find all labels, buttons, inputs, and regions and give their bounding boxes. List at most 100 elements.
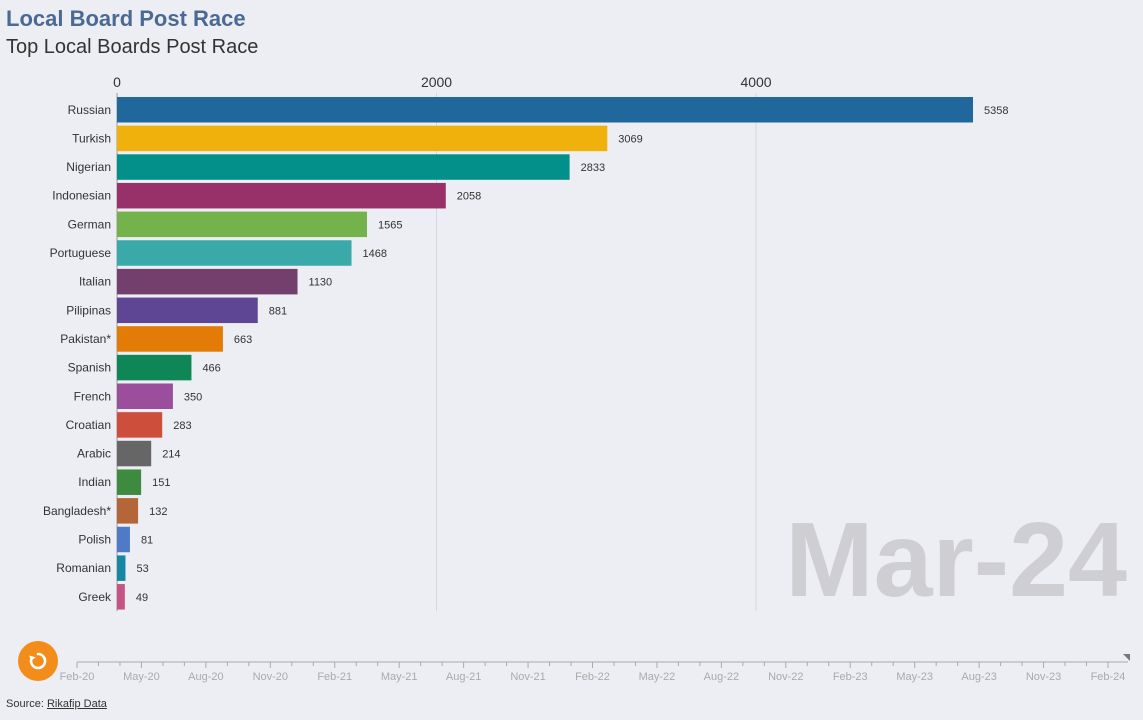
category-label: Greek [78,590,112,604]
chart-title: Local Board Post Race [6,6,246,31]
bar [117,469,142,495]
chart-subtitle: Top Local Boards Post Race [6,36,259,58]
bar-row: Croatian 283 [66,412,192,438]
source-link[interactable]: Rikafip Data [46,698,107,710]
bar-row: Russian 5358 [68,97,1008,123]
timeline-label: Aug-22 [704,671,739,683]
bar-row: Italian 1130 [79,268,333,295]
value-label: 49 [136,592,148,604]
bar-row: Greek 49 [78,584,148,610]
bar [117,154,570,180]
value-label: 214 [162,449,180,461]
bar-row: French 350 [74,383,202,409]
bar [117,584,125,610]
x-tick-label: 0 [113,74,121,90]
bar [117,526,130,553]
timeline-label: Feb-20 [60,671,95,683]
replay-button[interactable] [18,641,58,681]
bar-row: Nigerian 2833 [66,154,605,180]
x-tick-label: 4000 [740,74,771,90]
bar [117,326,223,352]
bar [117,354,192,381]
timeline-slider[interactable]: Feb-20 May-20 Aug-20 Nov-20 Feb-21 May-21 Aug-… [60,654,1130,683]
bar-row: Indian 151 [78,469,170,495]
timeline-label: Nov-20 [253,671,288,683]
category-label: Indian [78,475,111,489]
category-label: Romanian [56,561,111,575]
value-label: 1565 [378,219,402,231]
timeline-label: Nov-21 [510,671,545,683]
timeline-label: Nov-22 [768,671,803,683]
bar [117,412,163,438]
bar [117,240,352,266]
category-label: French [74,389,111,403]
timeline-label: Feb-24 [1091,671,1126,683]
bar [117,268,298,295]
bar [117,97,973,123]
bar-row: Portuguese 1468 [50,240,387,266]
category-label: Bangladesh* [43,504,111,518]
category-label: Nigerian [66,160,111,174]
bar [117,211,368,238]
value-label: 81 [141,535,153,547]
bar-row: German 1565 [68,211,403,238]
bar [117,125,608,152]
timeline-label: Feb-22 [575,671,610,683]
bar [117,555,126,581]
value-label: 2058 [457,191,481,203]
timeline-label: Aug-20 [188,671,223,683]
category-label: Spanish [68,361,111,375]
category-label: Polish [78,533,111,547]
timeline-label: Feb-23 [833,671,868,683]
x-tick-label: 2000 [421,74,452,90]
timeline-label: May-22 [639,671,676,683]
bar [117,383,173,409]
bar [117,182,446,209]
timeline-label: May-23 [896,671,933,683]
category-label: Turkish [72,131,111,145]
value-label: 663 [234,334,252,346]
value-label: 3069 [618,133,642,145]
category-label: Croatian [66,418,111,432]
value-label: 466 [202,363,220,375]
value-label: 1468 [363,248,387,260]
value-label: 132 [149,506,167,518]
value-label: 5358 [984,105,1008,117]
category-label: Arabic [77,447,111,461]
category-label: Pakistan* [60,332,111,346]
timeline-label: Aug-21 [446,671,481,683]
bar [117,498,139,524]
bar-row: Turkish 3069 [72,125,643,152]
value-label: 1130 [309,277,333,289]
value-label: 350 [184,391,202,403]
category-label: German [68,217,111,231]
bar-row: Romanian 53 [56,555,149,581]
bar-row: Indonesian 2058 [52,182,481,209]
category-label: Russian [68,103,111,117]
bar-row: Pilipinas 881 [66,297,287,324]
category-label: Pilipinas [66,303,111,317]
value-label: 881 [269,305,287,317]
timeline-label: May-21 [381,671,418,683]
bar [117,440,152,467]
timeline-handle[interactable] [1123,654,1130,661]
value-label: 53 [136,563,148,575]
category-label: Indonesian [52,189,111,203]
bar-row: Polish 81 [78,526,153,553]
value-label: 151 [152,477,170,489]
category-label: Portuguese [50,246,112,260]
value-label: 2833 [581,162,605,174]
source-note: Source: Rikafip Data [6,698,107,710]
timeline-label: Feb-21 [317,671,352,683]
category-label: Italian [79,275,111,289]
replay-icon [28,652,47,670]
bar [117,297,258,324]
timeline-label: Nov-23 [1026,671,1061,683]
bar-row: Pakistan* 663 [60,326,252,352]
source-prefix: Source: [6,698,47,710]
current-date-label: Mar-24 [785,501,1127,619]
bar-row: Spanish 466 [68,354,221,381]
bar-row: Bangladesh* 132 [43,498,167,524]
bar-row: Arabic 214 [77,440,181,467]
